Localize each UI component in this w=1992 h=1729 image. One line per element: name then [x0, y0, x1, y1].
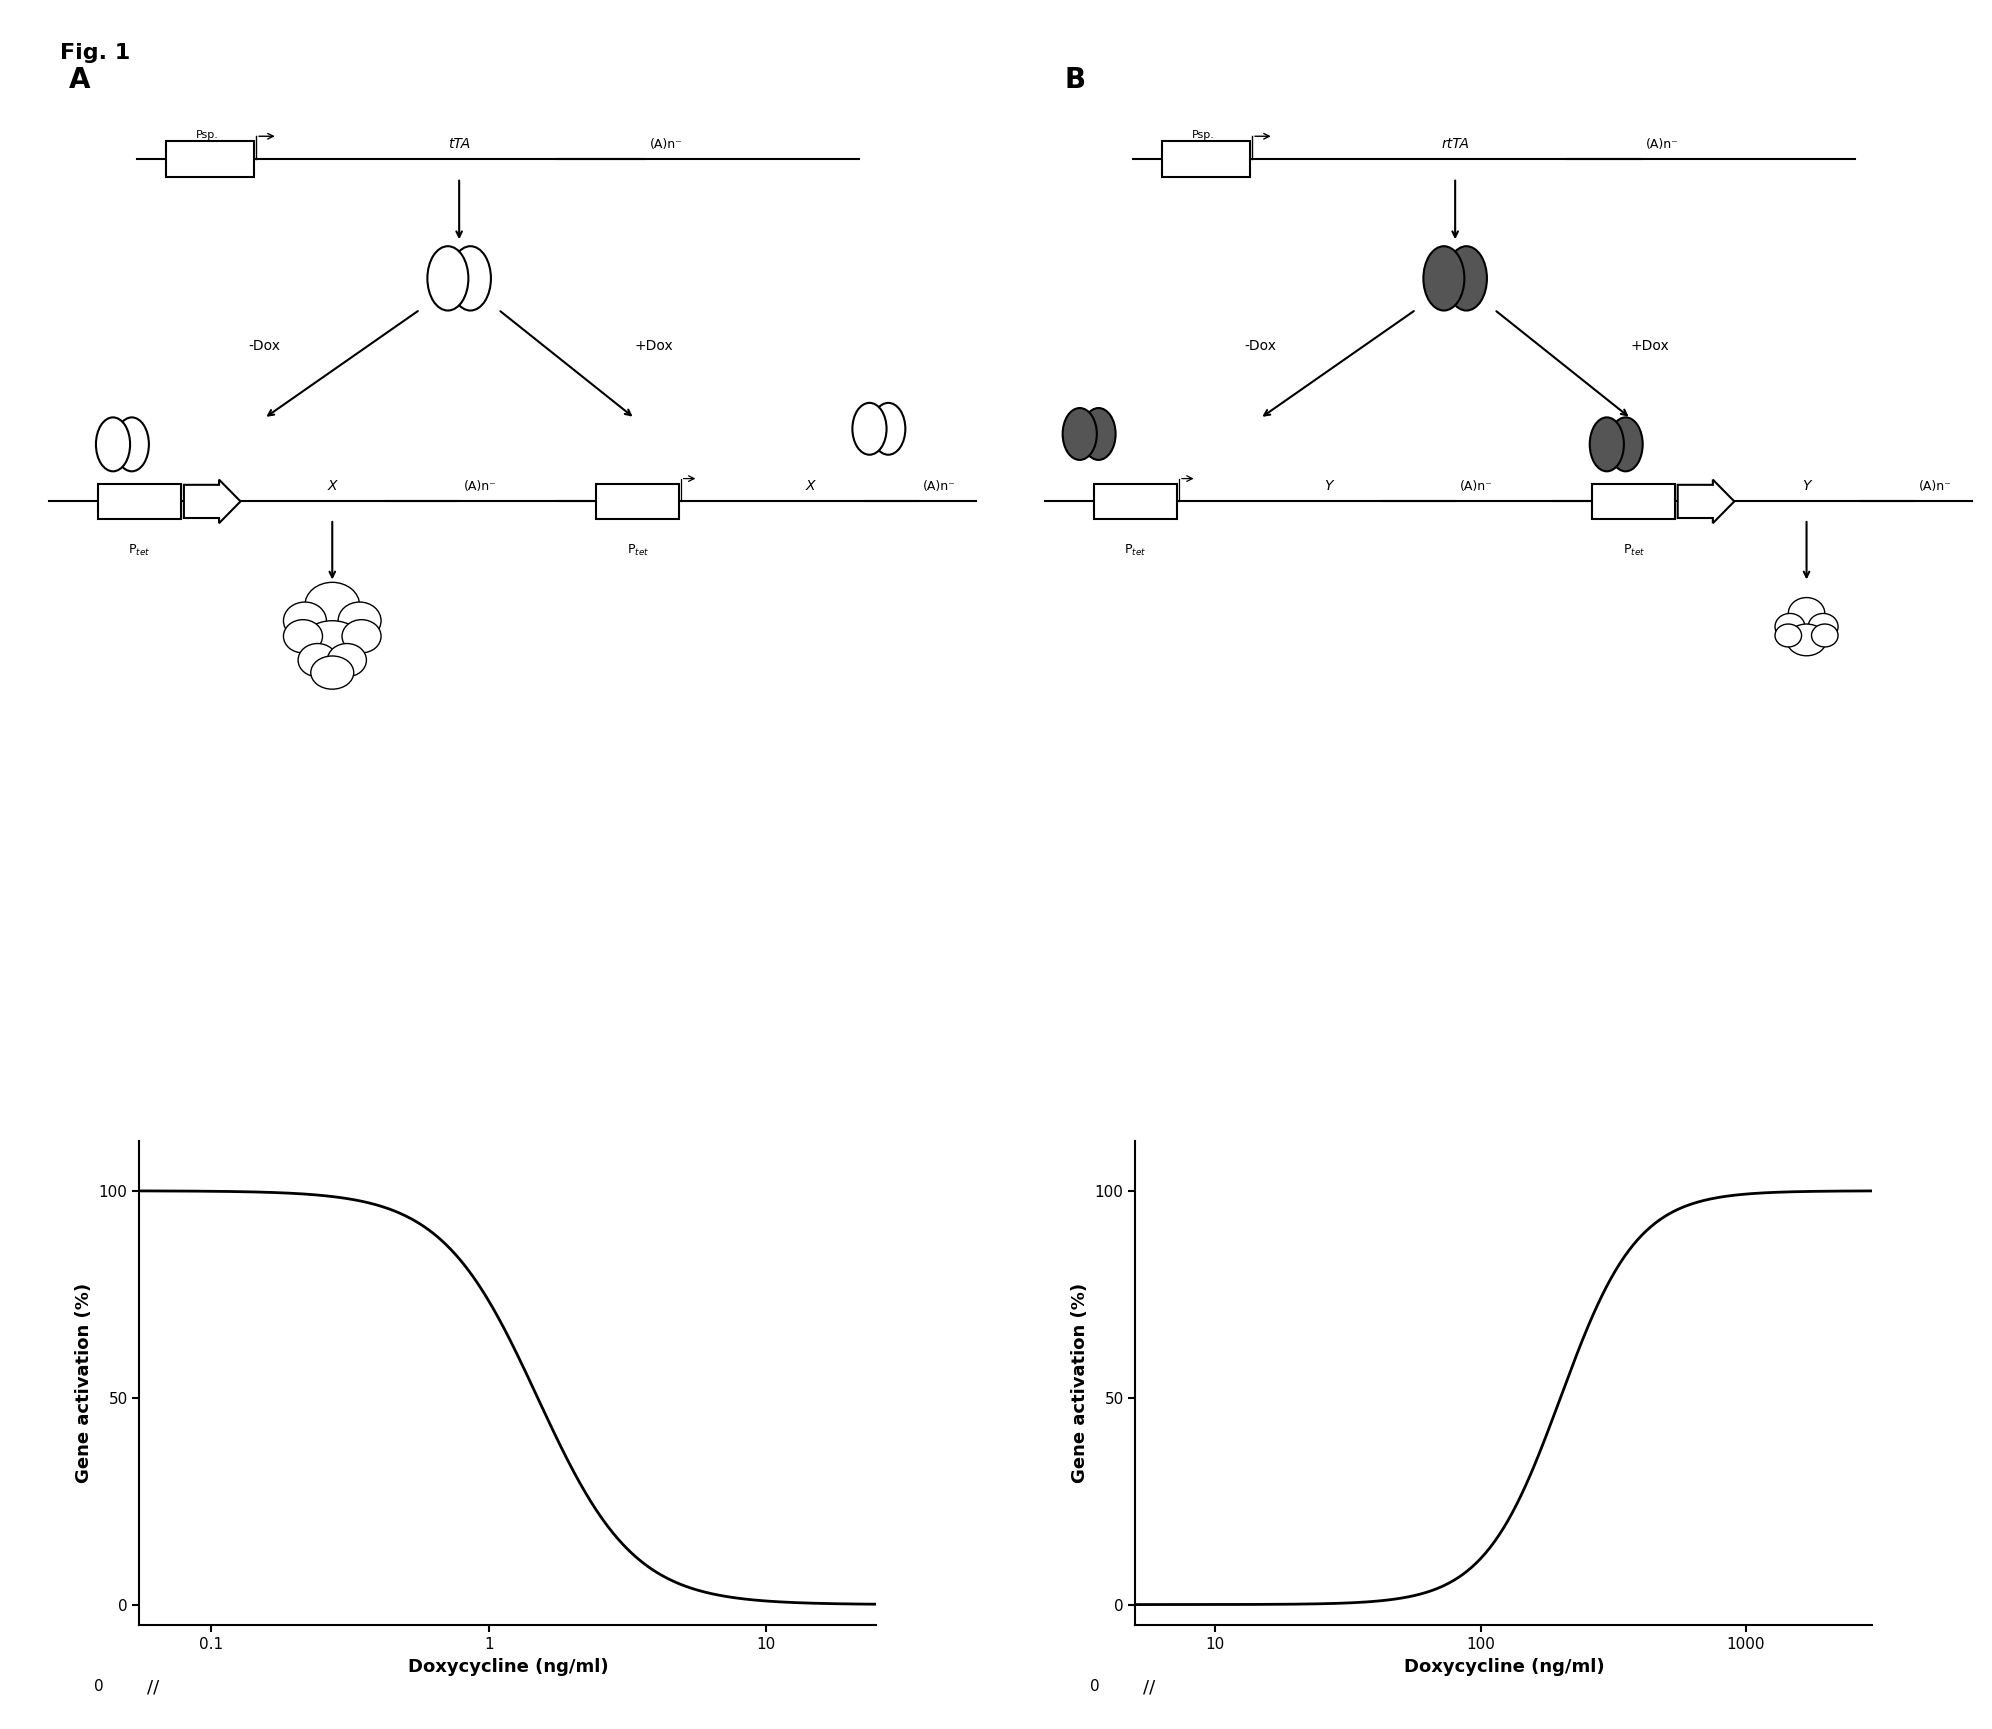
- Text: (A)n⁻: (A)n⁻: [922, 481, 956, 493]
- Ellipse shape: [96, 417, 129, 472]
- Ellipse shape: [853, 403, 886, 455]
- Ellipse shape: [116, 417, 149, 472]
- Ellipse shape: [1787, 624, 1827, 655]
- Ellipse shape: [450, 246, 490, 311]
- Ellipse shape: [299, 643, 337, 676]
- Text: tTA: tTA: [448, 137, 470, 150]
- Ellipse shape: [343, 619, 380, 654]
- Ellipse shape: [1809, 614, 1839, 640]
- Text: -Dox: -Dox: [247, 339, 281, 353]
- Ellipse shape: [283, 619, 323, 654]
- Ellipse shape: [1775, 614, 1805, 640]
- Text: rtTA: rtTA: [1440, 137, 1470, 150]
- Ellipse shape: [871, 403, 904, 455]
- Text: 0: 0: [1090, 1679, 1100, 1693]
- Text: (A)n⁻: (A)n⁻: [464, 481, 496, 493]
- Ellipse shape: [1082, 408, 1116, 460]
- Ellipse shape: [339, 602, 380, 640]
- Text: //: //: [147, 1679, 159, 1696]
- FancyBboxPatch shape: [1592, 484, 1675, 519]
- Text: (A)n⁻: (A)n⁻: [1645, 138, 1677, 150]
- FancyBboxPatch shape: [596, 484, 679, 519]
- FancyArrow shape: [1677, 479, 1735, 524]
- Ellipse shape: [305, 583, 361, 628]
- Text: X: X: [327, 479, 337, 493]
- Ellipse shape: [1424, 246, 1464, 311]
- Text: P$_{tet}$: P$_{tet}$: [627, 543, 649, 558]
- Text: +Dox: +Dox: [1631, 339, 1669, 353]
- Text: X: X: [807, 479, 815, 493]
- Text: B: B: [1066, 66, 1086, 93]
- X-axis label: Doxycycline (ng/ml): Doxycycline (ng/ml): [1404, 1658, 1604, 1675]
- Y-axis label: Gene activation (%): Gene activation (%): [76, 1283, 94, 1483]
- FancyBboxPatch shape: [98, 484, 181, 519]
- Text: //: //: [1143, 1679, 1155, 1696]
- X-axis label: Doxycycline (ng/ml): Doxycycline (ng/ml): [408, 1658, 608, 1675]
- FancyArrow shape: [183, 479, 241, 524]
- Text: 0: 0: [94, 1679, 104, 1693]
- Ellipse shape: [1608, 417, 1643, 472]
- Text: (A)n⁻: (A)n⁻: [1460, 481, 1492, 493]
- FancyBboxPatch shape: [1094, 484, 1177, 519]
- Ellipse shape: [1789, 598, 1825, 629]
- Ellipse shape: [1062, 408, 1098, 460]
- Text: (A)n⁻: (A)n⁻: [649, 138, 681, 150]
- FancyBboxPatch shape: [167, 142, 255, 176]
- Text: Psp.: Psp.: [1191, 130, 1215, 140]
- Text: -Dox: -Dox: [1243, 339, 1277, 353]
- Text: +Dox: +Dox: [635, 339, 673, 353]
- Text: P$_{tet}$: P$_{tet}$: [127, 543, 149, 558]
- Ellipse shape: [1775, 624, 1801, 647]
- Y-axis label: Gene activation (%): Gene activation (%): [1072, 1283, 1090, 1483]
- FancyBboxPatch shape: [1163, 142, 1251, 176]
- Ellipse shape: [428, 246, 468, 311]
- Text: P$_{tet}$: P$_{tet}$: [1623, 543, 1645, 558]
- Text: Fig. 1: Fig. 1: [60, 43, 129, 64]
- Ellipse shape: [327, 643, 367, 676]
- Text: Y: Y: [1325, 479, 1333, 493]
- Ellipse shape: [1811, 624, 1839, 647]
- Ellipse shape: [311, 655, 355, 690]
- Text: P$_{tet}$: P$_{tet}$: [1123, 543, 1145, 558]
- Ellipse shape: [1446, 246, 1486, 311]
- Text: Y: Y: [1803, 479, 1811, 493]
- Text: (A)n⁻: (A)n⁻: [1918, 481, 1952, 493]
- Ellipse shape: [1590, 417, 1623, 472]
- Text: A: A: [68, 66, 90, 93]
- Ellipse shape: [283, 602, 327, 640]
- Ellipse shape: [301, 621, 363, 666]
- Text: Psp.: Psp.: [195, 130, 219, 140]
